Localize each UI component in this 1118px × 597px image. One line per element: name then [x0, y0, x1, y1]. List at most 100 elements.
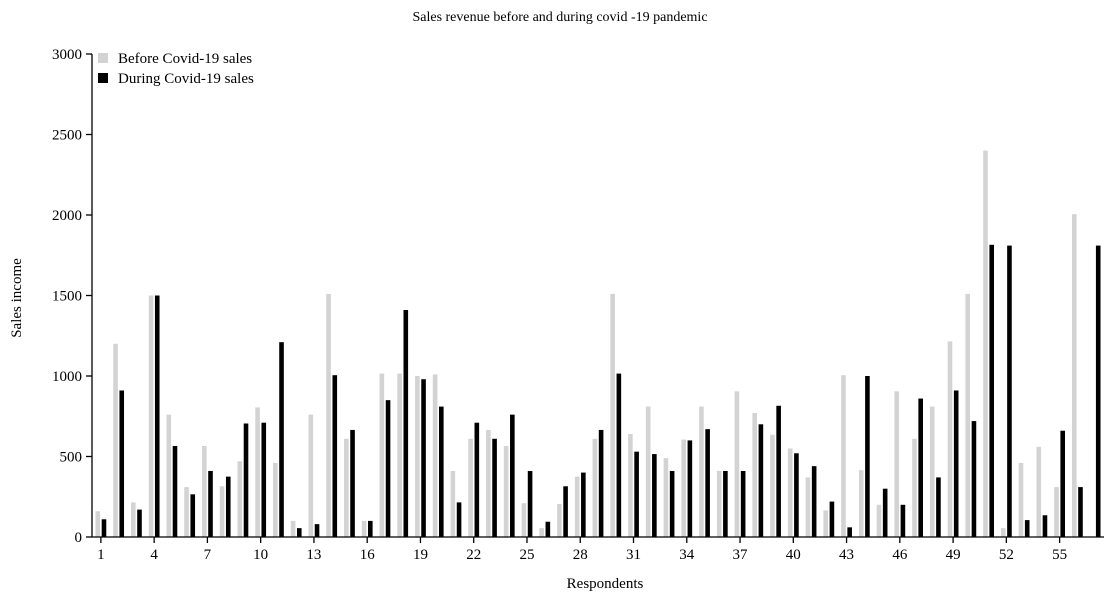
- bar-before-36: [716, 470, 722, 537]
- x-tick-label: 7: [204, 547, 212, 563]
- bar-during-7: [208, 470, 213, 537]
- bar-before-28: [574, 476, 580, 538]
- bar-during-21: [456, 502, 462, 537]
- bar-during-41: [811, 466, 817, 537]
- y-tick-label: 3000: [52, 47, 82, 63]
- bar-before-18: [397, 373, 402, 537]
- bar-before-14: [326, 293, 331, 537]
- y-tick-label: 2500: [52, 128, 82, 144]
- bar-before-8: [219, 486, 225, 537]
- bar-during-56: [1078, 487, 1083, 537]
- bar-during-17: [385, 400, 391, 537]
- x-tick-label: 43: [839, 547, 854, 563]
- bar-during-23: [492, 438, 497, 537]
- bar-during-5: [172, 446, 178, 537]
- bar-before-10: [255, 407, 260, 537]
- y-tick-label: 500: [60, 450, 83, 466]
- bar-before-49: [947, 341, 953, 537]
- bar-before-47: [912, 438, 917, 537]
- bar-during-34: [687, 440, 693, 537]
- bar-during-27: [563, 486, 568, 537]
- x-tick-label: 31: [626, 547, 641, 563]
- bar-before-56: [1071, 214, 1077, 537]
- bar-before-13: [308, 414, 314, 537]
- x-tick-label: 46: [892, 547, 908, 563]
- bar-during-15: [350, 429, 355, 537]
- bar-before-3: [130, 502, 136, 537]
- y-axis-label: Sales income: [9, 258, 25, 338]
- bar-during-24: [510, 414, 515, 537]
- bar-before-39: [770, 434, 775, 537]
- bar-before-37: [734, 391, 740, 537]
- bar-before-46: [894, 391, 900, 537]
- bar-before-22: [468, 438, 473, 537]
- bar-during-50: [971, 421, 977, 537]
- y-tick-label: 1500: [52, 289, 82, 305]
- bar-during-9: [243, 423, 249, 537]
- bar-before-31: [628, 433, 633, 537]
- bar-during-51: [989, 244, 994, 538]
- bar-before-44: [858, 470, 864, 537]
- bar-before-16: [361, 520, 367, 537]
- bar-before-43: [841, 375, 846, 537]
- bar-during-33: [669, 470, 675, 537]
- bar-before-2: [113, 343, 118, 537]
- x-tick-label: 4: [150, 547, 158, 563]
- bar-before-5: [166, 414, 172, 537]
- bar-during-13: [314, 524, 320, 537]
- x-tick-label: 13: [306, 547, 321, 563]
- x-tick-label: 16: [360, 547, 376, 563]
- bar-before-15: [344, 438, 349, 537]
- x-tick-label: 52: [999, 547, 1014, 563]
- bar-before-9: [237, 461, 243, 537]
- bar-during-46: [900, 504, 906, 537]
- bar-during-20: [439, 406, 444, 537]
- bar-before-52: [1000, 528, 1006, 537]
- bar-before-40: [787, 448, 793, 537]
- bar-during-32: [652, 454, 657, 537]
- bar-before-33: [663, 458, 669, 537]
- bar-before-6: [184, 487, 189, 537]
- bar-before-38: [752, 413, 757, 537]
- bar-during-8: [225, 476, 231, 538]
- bar-during-12: [296, 528, 302, 537]
- bar-during-57: [1095, 245, 1101, 537]
- bar-during-19: [421, 379, 426, 537]
- x-axis: 1 4 7 10 13 16 19 22 25 28 31 34 37 40 43 46 49 52 55: [92, 536, 1104, 563]
- bar-during-2: [119, 390, 125, 537]
- x-tick-label: 10: [253, 547, 268, 563]
- bar-during-47: [918, 398, 923, 537]
- bar-during-28: [581, 472, 586, 537]
- bar-during-6: [190, 494, 196, 537]
- bar-during-1: [101, 519, 107, 537]
- bar-during-37: [740, 470, 746, 537]
- bar-during-30: [616, 373, 622, 537]
- x-tick-label: 19: [413, 547, 428, 563]
- bar-during-39: [776, 405, 781, 537]
- bar-before-30: [610, 293, 615, 537]
- bar-before-12: [290, 520, 296, 537]
- y-tick-label: 0: [75, 530, 83, 546]
- bar-during-48: [936, 477, 941, 537]
- bar-during-42: [829, 501, 835, 537]
- bar-during-49: [953, 390, 959, 537]
- bar-before-27: [557, 504, 562, 537]
- bar-during-36: [723, 470, 728, 537]
- bar-before-55: [1054, 487, 1059, 537]
- bar-before-34: [681, 439, 686, 537]
- bar-before-24: [503, 446, 509, 537]
- chart-title: Sales revenue before and during covid -1…: [412, 10, 707, 25]
- bar-before-53: [1018, 462, 1024, 537]
- bar-during-16: [367, 520, 373, 537]
- bar-during-10: [261, 422, 267, 537]
- bar-during-31: [634, 451, 639, 537]
- bar-before-20: [432, 374, 438, 537]
- bar-during-44: [865, 376, 870, 537]
- legend-swatch-during: [98, 73, 108, 83]
- bar-before-1: [95, 511, 101, 537]
- bars-group: [95, 150, 1101, 538]
- bar-during-54: [1042, 515, 1048, 537]
- bar-before-32: [645, 406, 651, 537]
- bar-during-25: [527, 470, 533, 537]
